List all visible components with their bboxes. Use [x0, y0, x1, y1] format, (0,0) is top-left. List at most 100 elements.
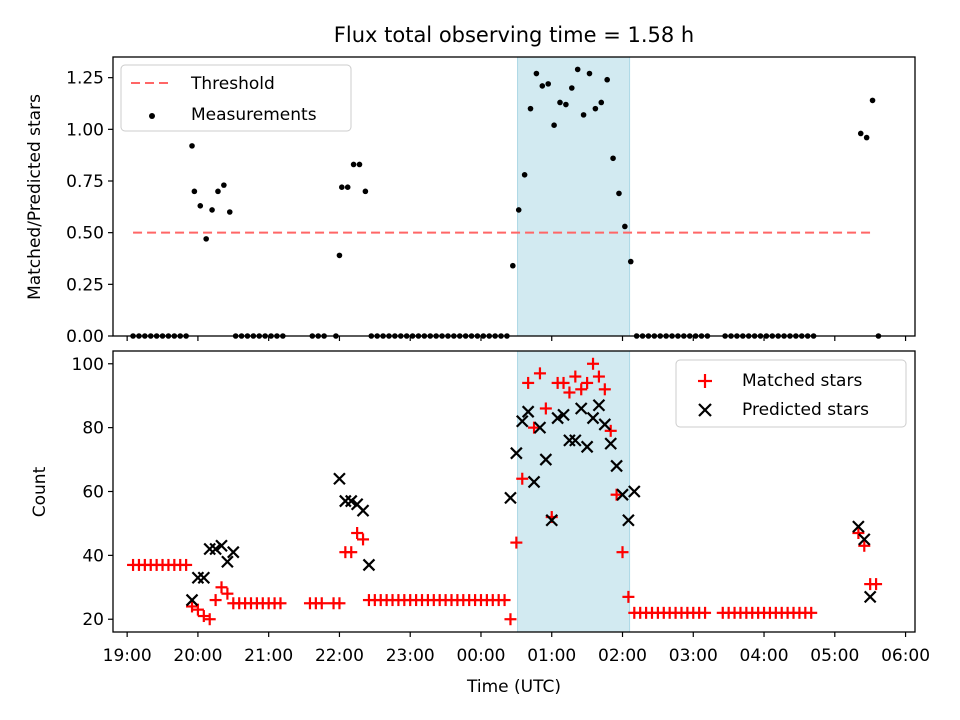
measurement-point — [191, 188, 198, 195]
measurements-points — [130, 66, 882, 339]
predicted-star-point — [557, 408, 570, 422]
bottom-y-tick-label: 80 — [82, 419, 104, 439]
bottom-shaded-region — [517, 350, 631, 633]
legend-measurements-swatch — [149, 113, 155, 119]
x-tick-label: 05:00 — [810, 646, 859, 666]
predicted-star-point — [545, 513, 559, 527]
matched-star-point — [539, 402, 552, 415]
matched-star-point — [209, 594, 222, 607]
measurement-point — [863, 134, 870, 141]
predicted-star-point — [339, 494, 352, 508]
measurement-point — [336, 252, 343, 259]
predicted-star-point — [227, 545, 240, 559]
measurement-point — [563, 101, 569, 108]
predicted-star-point — [504, 491, 517, 505]
predicted-star-point — [209, 542, 222, 556]
matched-star-point — [191, 603, 204, 616]
top-y-ticks: 0.00 0.25 0.50 0.75 1.00 1.25 — [66, 69, 113, 347]
matched-star-point — [351, 527, 364, 540]
predicted-star-point — [863, 590, 877, 604]
matched-star-point — [274, 597, 287, 610]
top-y-tick-label: 0.25 — [66, 275, 104, 295]
measurement-point — [521, 172, 528, 178]
predicted-star-point — [598, 418, 612, 431]
predicted-star-point — [628, 485, 641, 498]
matched-star-point — [598, 383, 611, 396]
measurement-point — [510, 262, 516, 269]
measurement-point — [539, 83, 546, 89]
x-tick-label: 04:00 — [740, 646, 789, 666]
matched-star-point — [333, 597, 346, 610]
measurement-point — [869, 97, 876, 104]
top-y-axis-label: Matched/Predicted stars — [25, 94, 45, 300]
measurement-point — [580, 112, 587, 118]
matched-star-point — [575, 383, 588, 396]
measurement-point — [344, 184, 351, 190]
measurement-point — [604, 76, 610, 83]
predicted-star-point — [580, 440, 594, 454]
predicted-star-point — [551, 411, 564, 425]
measurement-point — [527, 105, 534, 112]
predicted-star-point — [197, 571, 211, 584]
measurement-point — [551, 122, 557, 128]
bottom-y-tick-label: 100 — [72, 355, 104, 375]
matched-star-point — [215, 581, 228, 594]
matched-star-point — [616, 546, 629, 559]
predicted-star-point — [533, 421, 547, 434]
matched-star-point — [587, 357, 600, 370]
matched-star-point — [345, 546, 358, 559]
legend-predicted-swatch — [698, 403, 712, 417]
bottom-y-ticks: 20 40 60 80 100 — [72, 355, 113, 630]
predicted-star-point — [521, 405, 535, 418]
predicted-star-point — [852, 520, 865, 533]
predicted-star-point — [203, 542, 216, 556]
predicted-star-point — [515, 414, 529, 428]
measurement-point — [857, 130, 864, 137]
predicted-star-point — [356, 504, 370, 517]
predicted-star-point — [221, 555, 234, 569]
measurement-point — [586, 70, 593, 77]
predicted-star-point — [622, 513, 635, 527]
top-y-tick-label: 1.00 — [66, 120, 104, 140]
bottom-axes-frame — [112, 350, 916, 633]
measurement-point — [339, 184, 345, 190]
matched-star-point — [699, 606, 712, 619]
measurement-point — [610, 155, 616, 162]
predicted-star-point — [185, 593, 199, 607]
x-tick-label: 02:00 — [598, 646, 647, 666]
x-axis-label: Time (UTC) — [466, 677, 561, 697]
matched-star-point — [557, 376, 570, 389]
measurement-point — [557, 99, 563, 106]
matched-star-point — [870, 578, 883, 591]
matched-star-point — [180, 558, 193, 571]
bottom-panel: 20 40 60 80 100 19:00 20:00 21:00 22:00 23:00 00:… — [30, 350, 930, 697]
matched-star-point — [522, 376, 535, 389]
matched-star-point — [533, 367, 546, 380]
measurement-point — [533, 70, 540, 77]
measurement-point — [622, 223, 628, 230]
measurement-point — [362, 188, 369, 195]
predicted-star-point — [215, 539, 228, 553]
predicted-star-point — [344, 494, 358, 508]
top-y-tick-label: 0.50 — [66, 224, 104, 244]
top-panel: 0.00 0.25 0.50 0.75 1.00 1.25 Matched/Predict… — [25, 56, 916, 347]
matched-star-point — [592, 370, 605, 383]
x-tick-label: 20:00 — [173, 646, 222, 666]
figure-title: Flux total observing time = 1.58 h — [334, 23, 694, 47]
legend-matched-swatch — [698, 374, 712, 388]
predicted-star-point — [604, 437, 617, 450]
x-tick-label: 23:00 — [386, 646, 435, 666]
top-legend: Threshold Measurements — [120, 64, 352, 132]
top-y-tick-label: 1.25 — [66, 69, 104, 89]
predicted-star-point — [539, 453, 553, 466]
top-shaded-region — [517, 56, 631, 337]
matched-stars-points — [127, 357, 883, 626]
predicted-star-point — [510, 446, 523, 460]
measurement-point — [574, 66, 581, 73]
measurement-point — [592, 105, 599, 112]
top-axes-frame — [112, 56, 916, 337]
matched-star-point — [610, 488, 623, 501]
measurement-point — [215, 188, 221, 195]
matched-star-point — [622, 590, 635, 603]
